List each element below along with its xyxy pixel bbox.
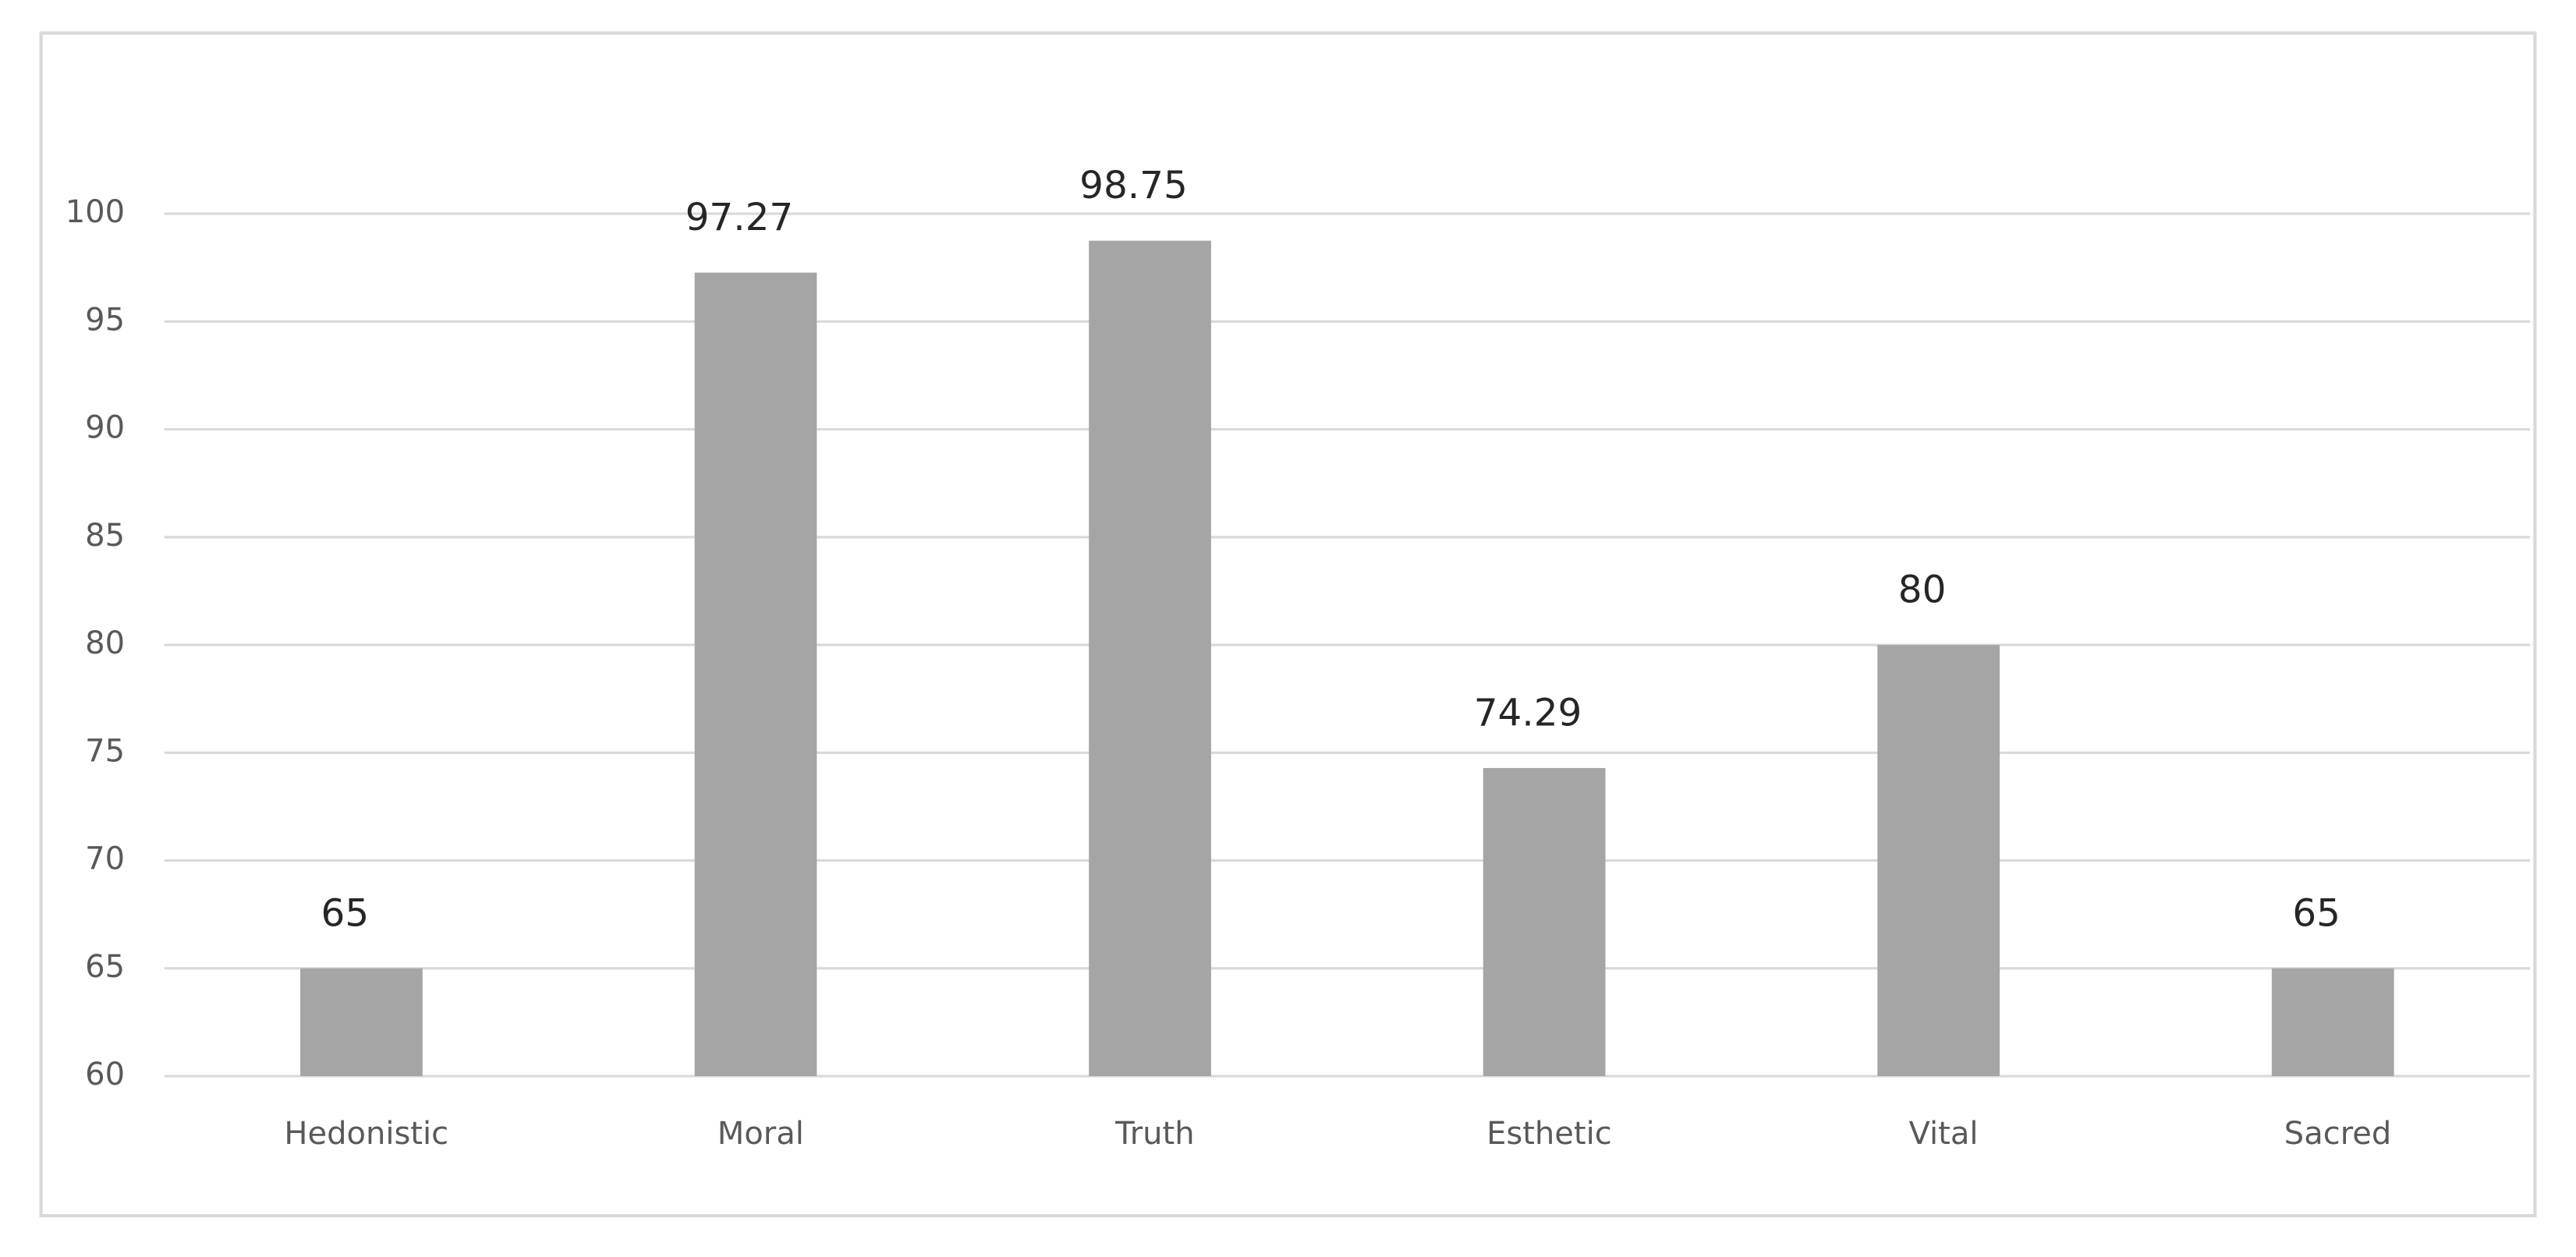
data-label: 97.27 xyxy=(686,196,794,239)
y-tick-label: 75 xyxy=(85,733,125,769)
y-tick-label: 100 xyxy=(66,194,125,230)
x-tick-label: Moral xyxy=(718,1116,804,1152)
data-label: 65 xyxy=(2292,891,2340,935)
y-tick-label: 85 xyxy=(85,518,125,554)
y-tick-label: 60 xyxy=(85,1057,125,1092)
data-label: 65 xyxy=(321,891,370,935)
x-tick-label: Sacred xyxy=(2284,1116,2392,1152)
y-tick-label: 90 xyxy=(85,410,125,446)
chart-border xyxy=(39,31,2537,1218)
x-tick-label: Vital xyxy=(1909,1116,1979,1152)
y-tick-label: 95 xyxy=(85,302,125,338)
bar xyxy=(300,968,423,1077)
y-tick-label: 70 xyxy=(85,841,125,877)
x-tick-label: Esthetic xyxy=(1486,1116,1612,1152)
data-label: 80 xyxy=(1898,568,1947,612)
bar xyxy=(2271,968,2394,1077)
data-label: 74.29 xyxy=(1474,692,1582,735)
bar xyxy=(1089,240,1211,1077)
data-label: 98.75 xyxy=(1079,164,1188,207)
bar xyxy=(1483,767,1606,1077)
bar xyxy=(694,272,817,1077)
x-tick-label: Hedonistic xyxy=(284,1116,448,1152)
y-tick-label: 65 xyxy=(85,949,125,985)
x-tick-label: Truth xyxy=(1114,1116,1194,1152)
y-tick-label: 80 xyxy=(85,625,125,661)
bar xyxy=(1877,645,2000,1077)
